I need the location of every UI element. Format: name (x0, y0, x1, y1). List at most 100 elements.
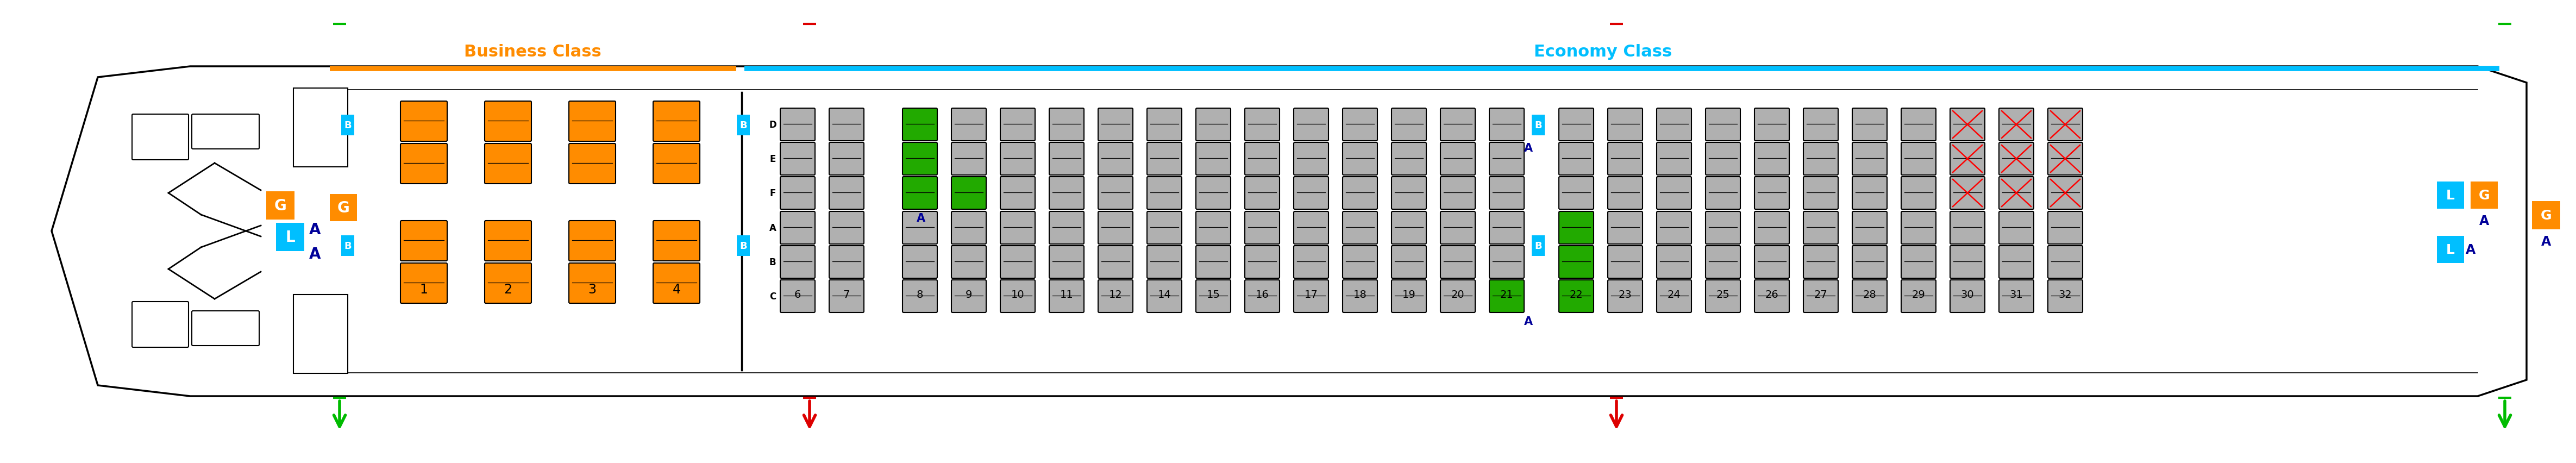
FancyBboxPatch shape (1558, 246, 1595, 278)
Text: D: D (386, 156, 397, 166)
FancyBboxPatch shape (1195, 143, 1231, 175)
FancyBboxPatch shape (1558, 280, 1595, 313)
Bar (2470, 182, 2499, 209)
FancyBboxPatch shape (1999, 143, 2032, 175)
FancyBboxPatch shape (829, 280, 863, 313)
FancyBboxPatch shape (654, 263, 701, 303)
FancyBboxPatch shape (781, 212, 814, 244)
FancyBboxPatch shape (1146, 143, 1182, 175)
Text: B: B (739, 241, 747, 251)
Text: A: A (1525, 316, 1533, 327)
FancyBboxPatch shape (1999, 246, 2032, 278)
FancyBboxPatch shape (1048, 143, 1084, 175)
FancyBboxPatch shape (1950, 280, 1986, 313)
Text: D: D (768, 120, 775, 130)
FancyBboxPatch shape (1048, 177, 1084, 210)
FancyBboxPatch shape (654, 221, 701, 261)
FancyBboxPatch shape (1391, 177, 1427, 210)
FancyBboxPatch shape (999, 280, 1036, 313)
FancyBboxPatch shape (951, 143, 987, 175)
FancyBboxPatch shape (1607, 177, 1643, 210)
FancyBboxPatch shape (1656, 143, 1692, 175)
FancyBboxPatch shape (951, 246, 987, 278)
Text: 9: 9 (966, 289, 971, 300)
Bar (340, 236, 355, 257)
FancyBboxPatch shape (654, 101, 701, 142)
Bar (330, 194, 358, 221)
FancyBboxPatch shape (1489, 280, 1525, 313)
FancyBboxPatch shape (1195, 177, 1231, 210)
Text: 11: 11 (1059, 289, 1074, 300)
Text: B: B (770, 257, 775, 267)
FancyBboxPatch shape (829, 177, 863, 210)
FancyBboxPatch shape (484, 263, 531, 303)
Text: 27: 27 (1814, 289, 1826, 300)
FancyBboxPatch shape (1293, 212, 1329, 244)
FancyBboxPatch shape (951, 108, 987, 141)
FancyBboxPatch shape (1803, 280, 1839, 313)
FancyBboxPatch shape (829, 212, 863, 244)
Text: 17: 17 (1303, 289, 1319, 300)
FancyBboxPatch shape (1607, 212, 1643, 244)
FancyBboxPatch shape (131, 302, 188, 347)
Text: 24: 24 (1667, 289, 1680, 300)
Bar (1533, 115, 1546, 136)
Text: G: G (337, 200, 350, 215)
Bar (1533, 236, 1546, 257)
Text: F: F (770, 188, 775, 198)
Text: 28: 28 (1862, 289, 1875, 300)
Text: 14: 14 (1157, 289, 1172, 300)
FancyBboxPatch shape (1705, 143, 1741, 175)
FancyBboxPatch shape (902, 177, 938, 210)
FancyBboxPatch shape (1558, 108, 1595, 141)
Text: A: A (1525, 143, 1533, 154)
Text: B: B (1535, 120, 1543, 130)
FancyBboxPatch shape (654, 144, 701, 184)
Text: G: G (273, 198, 286, 213)
Text: 8: 8 (917, 289, 922, 300)
FancyBboxPatch shape (1440, 212, 1476, 244)
FancyBboxPatch shape (399, 101, 448, 142)
Text: 21: 21 (1499, 289, 1515, 300)
FancyBboxPatch shape (829, 108, 863, 141)
FancyBboxPatch shape (1146, 177, 1182, 210)
FancyBboxPatch shape (1901, 177, 1937, 210)
FancyBboxPatch shape (1754, 177, 1790, 210)
Text: G: G (2540, 209, 2553, 222)
Text: 4: 4 (672, 283, 680, 296)
FancyBboxPatch shape (1950, 177, 1986, 210)
Text: L: L (2447, 243, 2455, 256)
FancyBboxPatch shape (1489, 246, 1525, 278)
FancyBboxPatch shape (2048, 108, 2081, 141)
Text: C: C (389, 233, 394, 243)
FancyBboxPatch shape (1803, 212, 1839, 244)
FancyBboxPatch shape (1656, 246, 1692, 278)
FancyBboxPatch shape (1244, 177, 1280, 210)
FancyBboxPatch shape (1901, 212, 1937, 244)
Text: 31: 31 (2009, 289, 2022, 300)
Bar (294, 88, 348, 167)
Text: 16: 16 (1255, 289, 1270, 300)
FancyBboxPatch shape (1852, 177, 1888, 210)
Text: 26: 26 (1765, 289, 1777, 300)
FancyBboxPatch shape (999, 143, 1036, 175)
FancyBboxPatch shape (1195, 212, 1231, 244)
Text: E: E (770, 154, 775, 164)
FancyBboxPatch shape (1999, 177, 2032, 210)
Bar (276, 223, 304, 251)
FancyBboxPatch shape (1754, 280, 1790, 313)
FancyBboxPatch shape (1999, 280, 2032, 313)
FancyBboxPatch shape (1705, 177, 1741, 210)
FancyBboxPatch shape (1293, 143, 1329, 175)
FancyBboxPatch shape (1097, 108, 1133, 141)
FancyBboxPatch shape (1999, 108, 2032, 141)
Text: B: B (1535, 241, 1543, 251)
FancyBboxPatch shape (902, 108, 938, 141)
FancyBboxPatch shape (1391, 280, 1427, 313)
FancyBboxPatch shape (1558, 177, 1595, 210)
Text: A: A (389, 276, 397, 286)
Text: Economy Class: Economy Class (1533, 44, 1672, 60)
FancyBboxPatch shape (399, 144, 448, 184)
FancyBboxPatch shape (1146, 108, 1182, 141)
Text: A: A (917, 213, 925, 224)
